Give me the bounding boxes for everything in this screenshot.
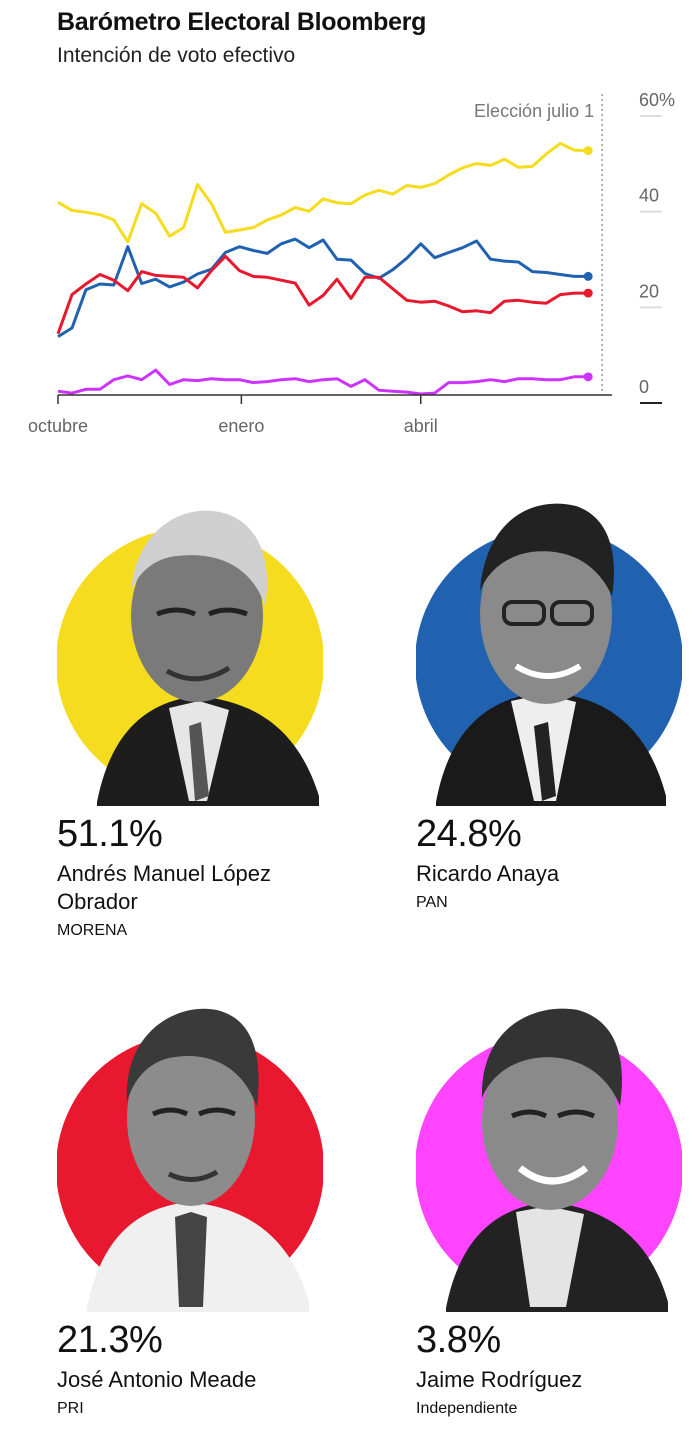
person-silhouette-icon: [97, 510, 319, 806]
candidate-party: PAN: [416, 894, 448, 911]
page-subtitle: Intención de voto efectivo: [57, 44, 296, 67]
candidate-name: Jaime Rodríguez: [416, 1366, 700, 1394]
y-tick-label: 40: [639, 186, 659, 206]
x-tick-label: abril: [404, 416, 438, 436]
candidate-portrait: [416, 1002, 682, 1312]
candidate-card: 3.8% Jaime Rodríguez Independiente: [416, 1002, 700, 1418]
candidate-name-line: José Antonio Meade: [57, 1367, 257, 1392]
candidate-percent: 21.3%: [57, 1319, 163, 1361]
candidate-party: PRI: [57, 1400, 84, 1417]
candidate-card: 51.1% Andrés Manuel López Obrador MORENA: [57, 496, 357, 940]
person-silhouette-icon: [436, 503, 666, 806]
y-tick-label: 0: [639, 377, 649, 397]
election-date-label: Elección julio 1: [474, 101, 594, 121]
candidate-party: MORENA: [57, 922, 128, 939]
series-line-3: [57, 368, 589, 396]
series-line-0: [57, 141, 589, 244]
candidate-card: 21.3% José Antonio Meade PRI: [57, 1002, 357, 1418]
y-tick-label: 20: [639, 281, 659, 301]
candidate-card: 24.8% Ricardo Anaya PAN: [416, 496, 700, 912]
candidate-name: José Antonio Meade: [57, 1366, 357, 1394]
series-line-2: [56, 254, 589, 335]
y-tick-label: 60%: [639, 90, 675, 110]
x-tick-label: enero: [218, 416, 264, 436]
series-line-1: [57, 237, 589, 338]
candidate-portrait: [416, 496, 682, 806]
candidate-name: Andrés Manuel López Obrador: [57, 860, 357, 916]
candidate-name: Ricardo Anaya: [416, 860, 700, 888]
candidate-party: Independiente: [416, 1400, 518, 1417]
candidate-portrait: [57, 1002, 323, 1312]
candidate-name-line: Jaime Rodríguez: [416, 1367, 583, 1392]
candidate-percent: 51.1%: [57, 813, 163, 855]
candidate-name-line: Ricardo Anaya: [416, 861, 560, 886]
candidate-percent: 24.8%: [416, 813, 522, 855]
candidate-percent: 3.8%: [416, 1319, 501, 1361]
series-end-point-1: [583, 271, 593, 281]
candidate-portrait: [57, 496, 323, 806]
x-tick-label: octubre: [28, 416, 88, 436]
page-title: Barómetro Electoral Bloomberg: [57, 8, 427, 36]
series-end-point-0: [583, 146, 593, 156]
series-end-point-3: [583, 372, 593, 382]
candidate-name-line: Obrador: [57, 889, 138, 914]
person-silhouette-icon: [446, 1008, 668, 1312]
candidate-name-line: Andrés Manuel López: [57, 861, 272, 886]
person-silhouette-icon: [87, 1008, 309, 1312]
series-end-point-2: [583, 288, 593, 298]
poll-line-chart: Elección julio 1 0 20 40 60% octubre enero ab…: [28, 90, 675, 436]
